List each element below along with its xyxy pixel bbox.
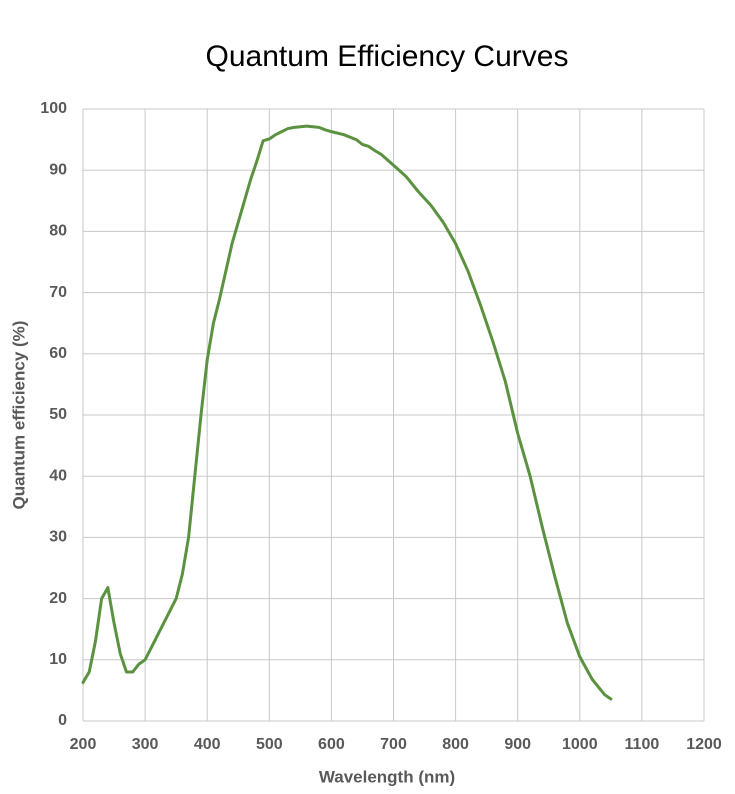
y-tick-label: 80	[49, 223, 67, 240]
y-tick-label: 40	[49, 467, 67, 484]
x-tick-label: 300	[132, 736, 159, 753]
y-tick-label: 60	[49, 345, 67, 362]
y-tick-label: 50	[49, 406, 67, 423]
x-tick-label: 800	[442, 736, 469, 753]
y-tick-label: 0	[58, 712, 67, 729]
x-tick-label: 900	[504, 736, 531, 753]
chart-title: Quantum Efficiency Curves	[206, 40, 569, 73]
x-tick-label: 200	[70, 736, 97, 753]
x-tick-label: 500	[256, 736, 283, 753]
y-tick-label: 90	[49, 161, 67, 178]
x-tick-label: 400	[194, 736, 221, 753]
x-tick-label: 1100	[625, 736, 660, 753]
x-tick-label: 1200	[686, 736, 722, 753]
y-tick-label: 70	[49, 284, 67, 301]
x-axis-title: Wavelength (nm)	[319, 767, 455, 786]
y-tick-label: 30	[49, 529, 67, 546]
y-tick-label: 10	[49, 651, 67, 668]
y-axis-title: Quantum efficiency (%)	[9, 321, 28, 510]
x-tick-label: 600	[318, 736, 345, 753]
y-tick-label: 100	[40, 100, 67, 117]
data-line	[81, 124, 613, 701]
x-tick-label: 700	[380, 736, 407, 753]
x-tick-label: 1000	[562, 736, 598, 753]
y-tick-label: 20	[49, 590, 67, 607]
